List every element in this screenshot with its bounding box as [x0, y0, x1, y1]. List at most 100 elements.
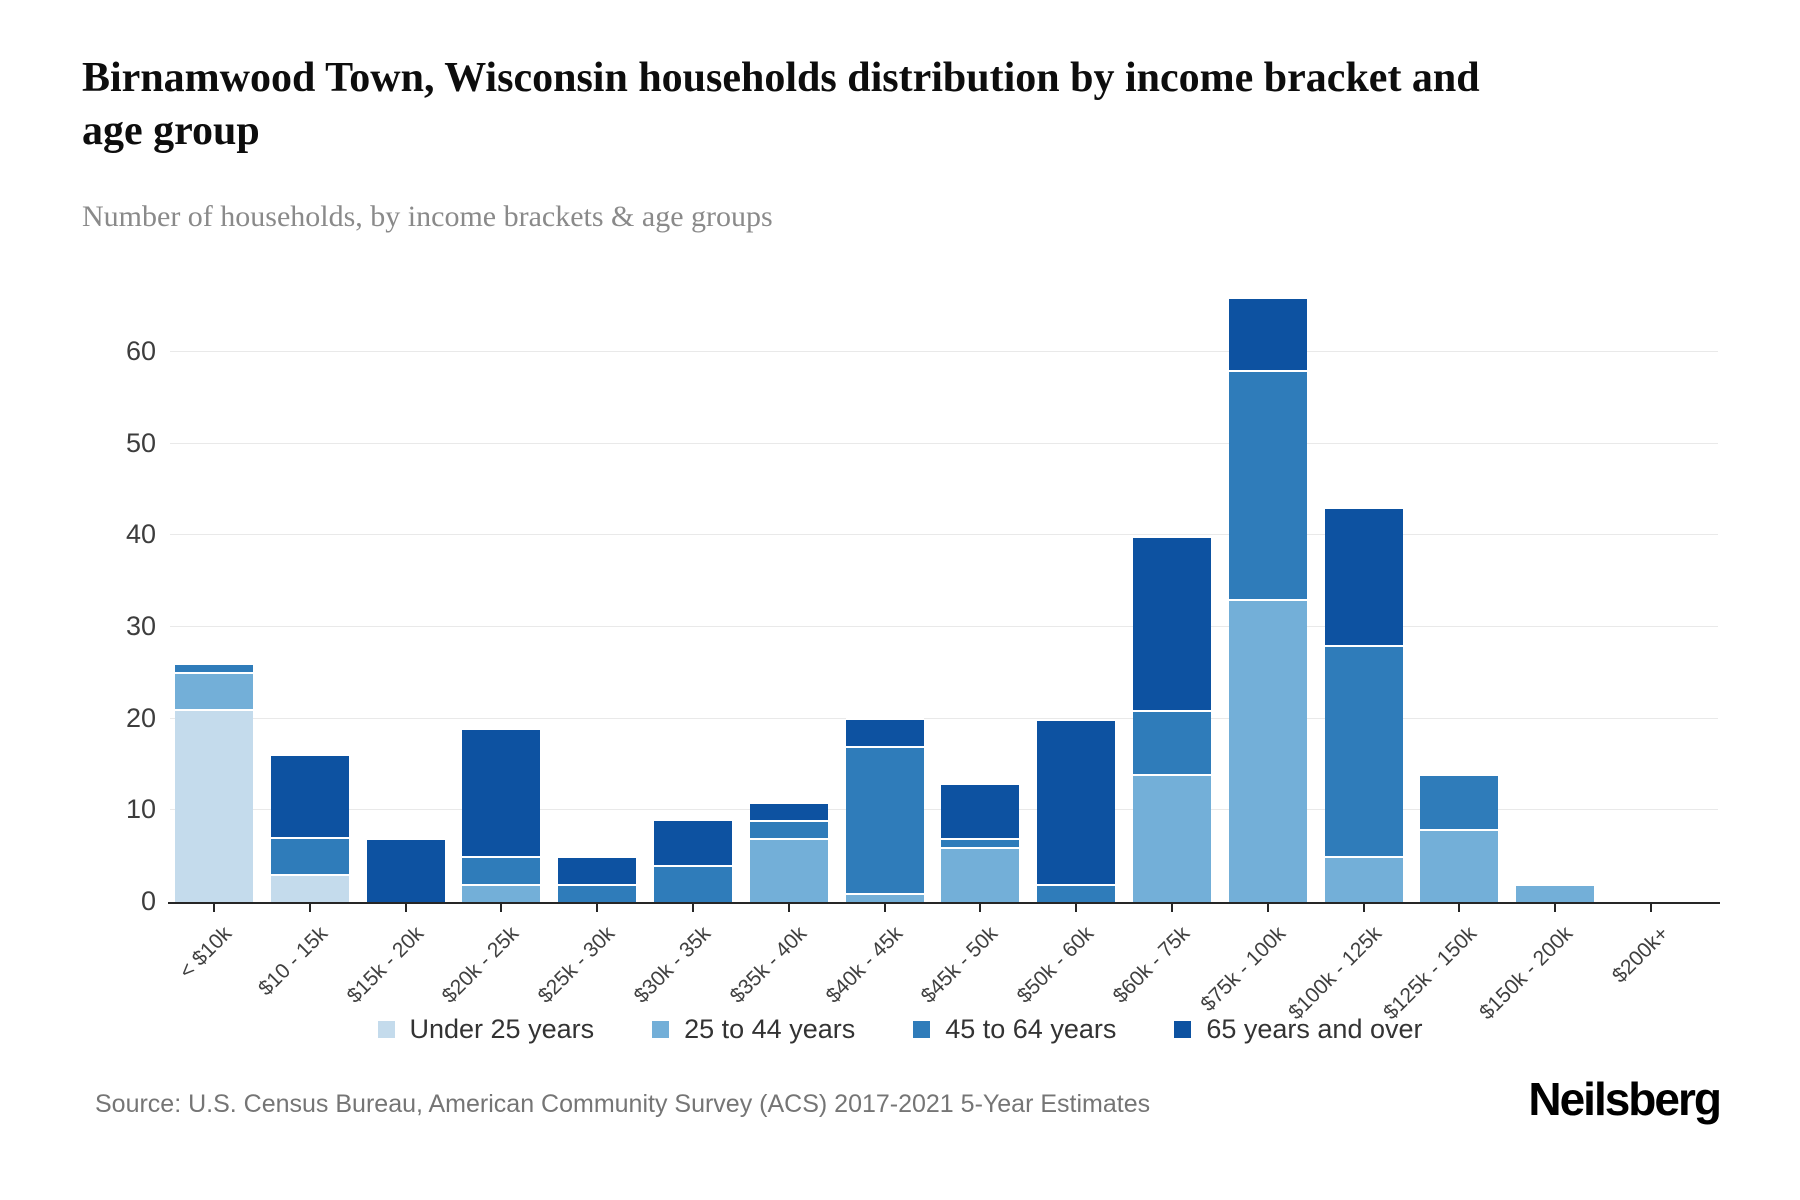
gridline-y30	[170, 626, 1718, 627]
x-axis-label: $20k - 25k	[438, 922, 524, 1008]
bar-segment[interactable]	[1228, 599, 1307, 902]
bar-segment[interactable]	[845, 746, 924, 893]
bar-segment[interactable]	[462, 728, 541, 856]
legend-swatch	[652, 1021, 670, 1038]
x-axis-tick	[404, 904, 407, 912]
bar-group-12	[1228, 297, 1307, 902]
x-axis-tick	[213, 904, 215, 912]
x-axis-tick	[1650, 904, 1652, 912]
legend-swatch	[377, 1021, 395, 1038]
bar-group-13	[1324, 507, 1403, 902]
y-axis-tick-label: 30	[125, 611, 156, 641]
bar-segment[interactable]	[270, 754, 349, 837]
bar-segment[interactable]	[1037, 884, 1116, 902]
x-axis-line	[168, 902, 1720, 904]
bar-segment[interactable]	[558, 856, 637, 884]
legend-item-age25to44[interactable]: 25 to 44 years	[652, 1014, 855, 1045]
y-axis-tick-label: 0	[140, 886, 156, 916]
bar-segment[interactable]	[1228, 370, 1307, 599]
bar-segment[interactable]	[270, 837, 349, 874]
x-axis-tick	[1362, 904, 1365, 912]
bar-group-7	[749, 802, 828, 902]
bar-segment[interactable]	[558, 884, 637, 902]
bar-group-3	[366, 838, 445, 902]
legend-label: 25 to 44 years	[684, 1014, 856, 1044]
x-axis-label: $45k - 50k	[917, 922, 1003, 1008]
legend-swatch	[1174, 1021, 1192, 1038]
bar-segment[interactable]	[1133, 774, 1211, 902]
x-axis-label: $75k - 100k	[1196, 922, 1291, 1016]
bar-segment[interactable]	[1133, 710, 1211, 774]
bar-segment[interactable]	[1133, 536, 1211, 710]
x-axis-tick	[787, 904, 790, 912]
bar-segment[interactable]	[1037, 719, 1116, 884]
bar-segment[interactable]	[1516, 884, 1595, 902]
bar-segment[interactable]	[749, 820, 828, 838]
x-axis-tick	[1554, 904, 1557, 912]
x-axis-label: $100k - 125k	[1283, 922, 1386, 1025]
legend-item-under25[interactable]: Under 25 years	[377, 1014, 595, 1045]
source-text: Source: U.S. Census Bureau, American Com…	[95, 1090, 1151, 1118]
bar-segment[interactable]	[941, 838, 1020, 847]
bar-segment[interactable]	[1228, 297, 1307, 370]
bar-group-9	[941, 783, 1020, 902]
bar-segment[interactable]	[749, 802, 828, 820]
chart-title: Birnamwood Town, Wisconsin households di…	[82, 55, 1480, 154]
gridline-y20	[170, 717, 1718, 719]
bar-group-2	[270, 754, 349, 902]
legend-label: 65 years and over	[1206, 1014, 1423, 1044]
bar-segment[interactable]	[1324, 645, 1403, 856]
bar-segment[interactable]	[1420, 774, 1499, 829]
legend-swatch	[913, 1021, 931, 1038]
y-axis-tick-label: 10	[125, 794, 156, 825]
bar-segment[interactable]	[1324, 856, 1403, 902]
bar-segment[interactable]	[366, 838, 445, 902]
x-axis-label: $15k - 20k	[342, 922, 428, 1008]
bar-segment[interactable]	[1420, 829, 1499, 902]
bar-group-5	[558, 856, 637, 902]
x-axis-label: $60k - 75k	[1108, 922, 1195, 1008]
bar-group-1	[175, 663, 253, 902]
x-axis-tick	[979, 904, 982, 912]
legend-item-age65plus[interactable]: 65 years and over	[1174, 1014, 1423, 1045]
bar-segment[interactable]	[654, 819, 732, 865]
bar-segment[interactable]	[941, 783, 1020, 838]
bar-segment[interactable]	[941, 847, 1020, 902]
legend-label: Under 25 years	[409, 1014, 595, 1044]
bar-segment[interactable]	[749, 838, 828, 902]
brand-logo[interactable]: Neilsberg	[1528, 1073, 1722, 1125]
chart-subtitle: Number of households, by income brackets…	[82, 200, 773, 233]
legend-label: 45 to 64 years	[945, 1014, 1117, 1044]
bar-segment[interactable]	[175, 709, 253, 902]
x-axis-label: < $10k	[174, 922, 237, 984]
bar-segment[interactable]	[1324, 507, 1403, 645]
x-axis-tick	[1075, 904, 1078, 912]
bar-group-6	[654, 819, 732, 902]
bar-segment[interactable]	[462, 884, 541, 902]
bar-segment[interactable]	[175, 672, 253, 709]
x-axis-tick	[308, 904, 311, 912]
bar-segment[interactable]	[654, 865, 732, 902]
x-axis-tick	[1458, 904, 1461, 912]
x-axis-tick	[596, 904, 599, 912]
x-axis-label: $200k+	[1607, 922, 1674, 988]
x-axis-tick	[692, 904, 694, 912]
bar-segment[interactable]	[270, 874, 349, 902]
y-axis-tick-label: 40	[125, 519, 156, 550]
bar-segment[interactable]	[845, 718, 924, 746]
x-axis-tick	[500, 904, 503, 912]
legend-item-age45to64[interactable]: 45 to 64 years	[913, 1014, 1116, 1045]
bar-segment[interactable]	[845, 893, 924, 902]
bar-group-15	[1516, 884, 1595, 902]
x-axis-tick	[883, 904, 886, 912]
x-axis-tick	[1171, 904, 1173, 912]
x-axis-label: $35k - 40k	[725, 922, 812, 1008]
x-axis-label: $30k - 35k	[629, 922, 716, 1008]
bar-segment[interactable]	[462, 856, 541, 884]
bar-segment[interactable]	[175, 663, 253, 672]
y-axis-tick-label: 60	[125, 336, 156, 366]
plot-area	[170, 258, 1718, 902]
x-axis-label: $150k - 200k	[1475, 922, 1578, 1025]
x-axis-label: $40k - 45k	[821, 922, 907, 1008]
